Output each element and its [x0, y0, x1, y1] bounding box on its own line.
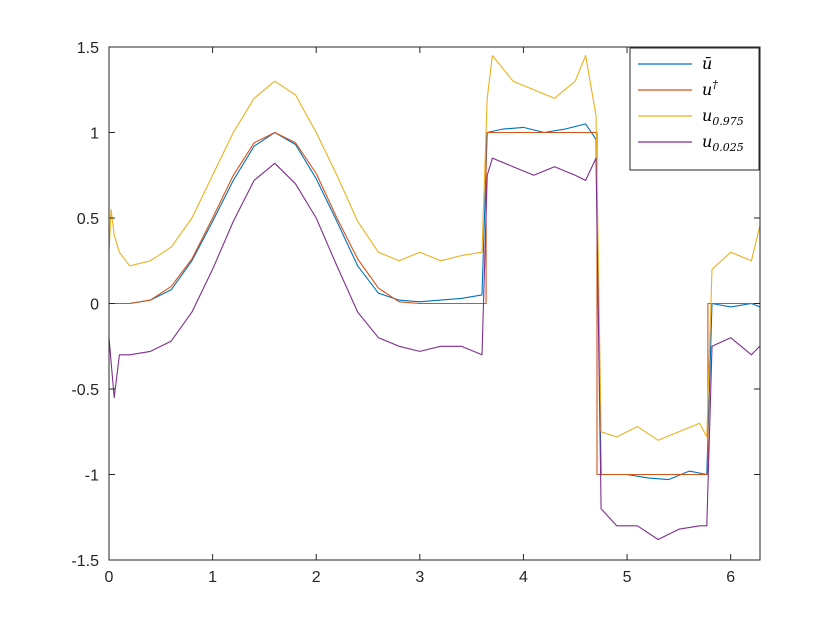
x-tick-label: 2: [312, 569, 321, 586]
x-tick-label: 0: [105, 569, 114, 586]
legend-symbol: u: [702, 132, 712, 151]
legend-label-2: u0.975: [702, 106, 744, 128]
x-tick-label: 5: [623, 569, 632, 586]
legend-symbol: u: [702, 106, 712, 125]
y-tick-label: -1.5: [71, 553, 99, 570]
series-line-2: [108, 54, 761, 441]
legend-box: [629, 47, 760, 171]
y-tick-label: 1: [90, 126, 99, 143]
series-line-1: [109, 131, 760, 476]
legend-symbol: ū: [702, 54, 712, 73]
x-tick-label: 3: [415, 569, 424, 586]
legend-label-1: u†: [702, 78, 718, 99]
y-tick-label: -1: [85, 468, 99, 485]
x-tick-label: 4: [519, 569, 528, 586]
series-line-3: [108, 157, 761, 541]
legend-superscript: †: [712, 78, 718, 91]
legend-label-0: ū: [702, 54, 712, 73]
x-tick-label: 1: [208, 569, 217, 586]
legend-subscript: 0.025: [712, 141, 744, 154]
legend-label-3: u0.025: [702, 132, 744, 154]
y-tick-label: -0.5: [71, 382, 99, 399]
axes-layer: 0 1 2 3 4 5 6 -1.5 -1 -0.5 0 0.5 1 1.5: [71, 40, 761, 586]
legend-symbol: u: [702, 80, 712, 99]
series-layer: [108, 54, 761, 541]
x-tick-label: 6: [726, 569, 735, 586]
series-line-0: [109, 123, 760, 481]
y-tick-label: 0.5: [77, 211, 99, 228]
legend-subscript: 0.975: [712, 115, 744, 128]
y-tick-label: 1.5: [77, 40, 99, 57]
y-tick-label: 0: [90, 297, 99, 314]
